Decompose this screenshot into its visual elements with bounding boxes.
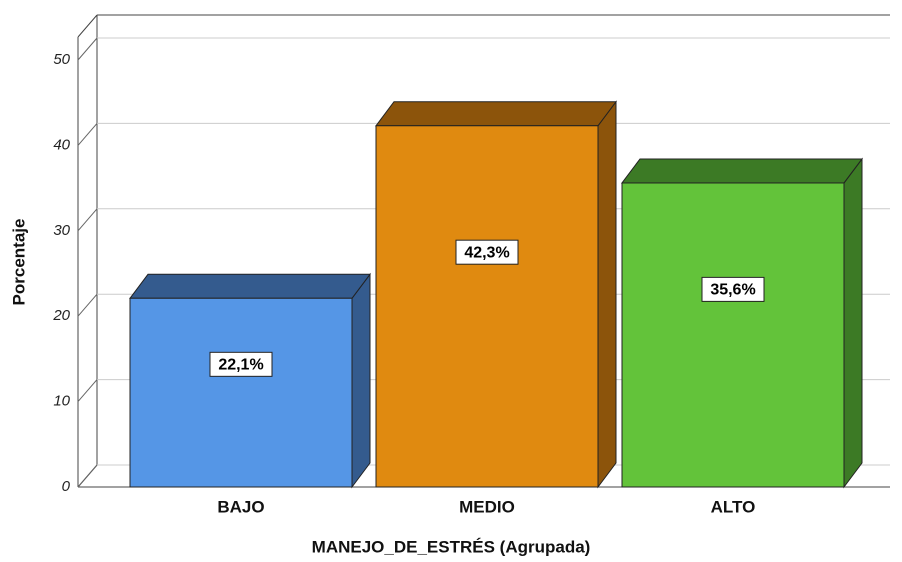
bar-side <box>843 157 863 489</box>
bar-side <box>597 100 617 489</box>
bar-top <box>621 158 863 184</box>
bar <box>621 182 845 488</box>
x-axis-title: MANEJO_DE_ESTRÉS (Agrupada) <box>312 537 591 556</box>
y-axis-title: Porcentaje <box>9 219 28 306</box>
x-tick-label: ALTO <box>711 497 756 516</box>
y-tick-label: 0 <box>62 478 71 495</box>
grid-line <box>77 379 98 402</box>
y-tick-label: 30 <box>53 222 70 239</box>
grid-line <box>77 37 98 61</box>
wall-edge <box>77 14 98 38</box>
y-tick-label: 10 <box>53 393 70 410</box>
grid-line <box>77 208 98 232</box>
value-label-box <box>455 239 519 265</box>
grid-line <box>77 464 98 488</box>
bar-side <box>351 272 371 489</box>
value-label: 35,6% <box>710 282 755 299</box>
value-label-box <box>701 276 765 302</box>
x-tick-label: MEDIO <box>459 497 515 516</box>
x-tick-label: BAJO <box>217 497 264 516</box>
value-label-box <box>209 351 273 377</box>
value-label: 22,1% <box>218 357 263 374</box>
grid-line <box>77 293 98 317</box>
bar-top <box>375 101 617 127</box>
y-tick-label: 40 <box>53 136 70 153</box>
bar <box>375 125 599 488</box>
y-tick-label: 50 <box>53 51 70 68</box>
bar <box>129 297 353 488</box>
value-label: 42,3% <box>464 244 509 261</box>
grid-line <box>77 123 98 146</box>
y-tick-label: 20 <box>52 307 70 324</box>
bar-top <box>129 273 371 299</box>
